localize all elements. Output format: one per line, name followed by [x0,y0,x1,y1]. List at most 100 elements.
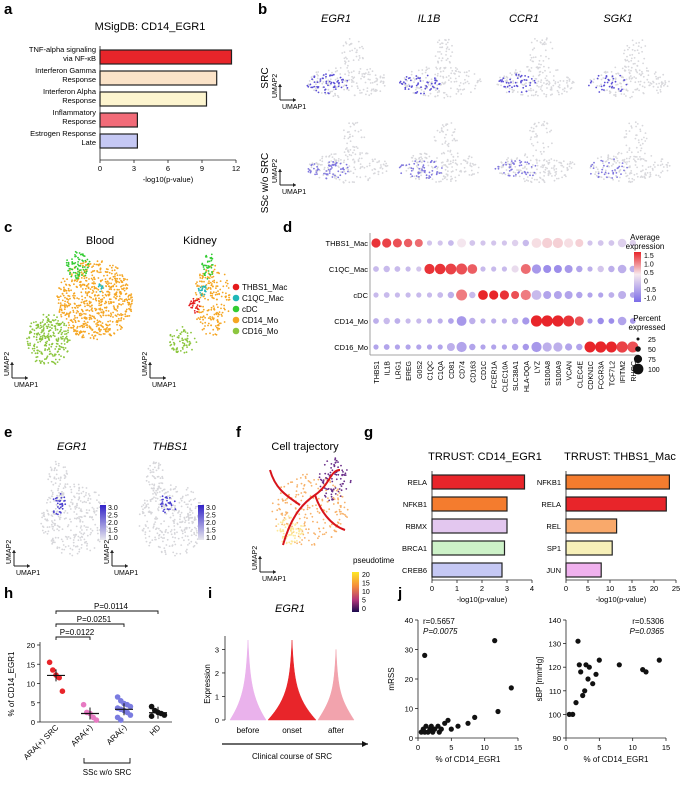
panel-c-blood-cd14mo [115,272,118,274]
panel-c-blood-cd16mo [60,336,62,339]
panel-b-cell-grey [597,170,600,173]
panel-c-blood-cd14mo [113,296,115,298]
panel-c-blood-cd14mo [73,297,76,300]
panel-d-dot [597,265,604,273]
panel-d-dot [491,318,497,324]
panel-c-blood-cd14mo [116,295,118,298]
panel-c-blood-cd14mo [64,300,66,303]
panel-c-blood-cd14mo [88,316,91,319]
panel-f-cell-late [344,472,347,475]
panel-a-category-label: Interferon Gamma [35,66,97,75]
panel-e-cell-grey [148,544,151,547]
panel-b-cell-grey [622,166,625,168]
panel-c-kidney-cd16mo [181,326,184,328]
panel-b-cell-grey [628,157,631,160]
panel-b-cell-grey [413,81,415,84]
panel-e-cell-grey [56,547,59,550]
panel-b-cell-grey [366,165,368,168]
panel-e-cell-grey [71,548,74,551]
panel-e-cell-grey [194,507,197,510]
panel-b-cell-expr [329,75,331,77]
panel-e-cell-grey [194,516,196,519]
panel-c-blood-c1qc [100,285,102,287]
panel-b-cell-grey [344,73,346,76]
panel-b-cell-grey [652,85,655,88]
panel-f-cell-early [303,522,306,525]
panel-b-cell-grey [447,79,450,82]
panel-c-blood-cd14mo [72,326,75,329]
panel-b-cell-grey [321,160,324,163]
panel-c-blood-cd14mo [104,300,107,303]
panel-b-cell-grey [609,91,612,94]
panel-b-cell-grey [649,171,652,174]
panel-c-blood-cd14mo [62,294,65,297]
panel-d-gene-label: CLEC10A [502,361,509,392]
panel-b-cell-grey [349,133,351,136]
panel-c-blood-cd16mo [27,344,30,347]
panel-h-point-2 [118,717,124,723]
panel-e-cell-grey [153,475,155,478]
panel-c-blood-cd14mo [66,278,68,281]
panel-c-blood-cd16mo [47,323,50,326]
panel-c-kidney-thbs1 [196,310,199,313]
panel-e-cell-grey [195,530,198,532]
panel-f-cell-early [338,510,341,513]
panel-b-cell-grey [464,170,467,173]
panel-e-cell-grey [60,499,63,502]
panel-c-blood-cd16mo [54,348,57,350]
panel-b-cell-grey [551,47,554,50]
panel-b-cell-grey [446,129,449,131]
panel-b-cell-expr [597,172,600,175]
panel-b-cell-grey [344,56,347,59]
panel-c-blood-cd16mo [54,363,57,365]
panel-b-cell-expr [418,175,420,178]
panel-b-cell-grey [501,172,504,175]
panel-a-bar-0 [99,49,233,65]
panel-e-cell-grey [43,532,45,534]
panel-c-blood-cd14mo [123,279,125,282]
panel-e-cell-grey [154,517,156,520]
panel-h-group-label: ARA(+) SRC [22,723,61,762]
panel-b-cell-grey [566,84,569,87]
panel-b-cell-grey [333,161,336,164]
panel-g-x-tick-label: 2 [480,584,484,593]
panel-e-cell-grey [79,527,82,529]
panel-e-cell-grey [176,531,178,534]
panel-e-cell-grey [93,491,96,494]
panel-c-blood-cd14mo [61,304,64,307]
panel-c-kidney-c1qc [201,287,204,290]
panel-b-cell-grey [620,93,623,95]
panel-b-cell-expr [419,80,422,82]
panel-c-blood-cd16mo [46,340,48,343]
panel-b-cell-grey [530,94,533,97]
panel-e-cell-grey [91,506,94,509]
panel-c-blood-cd14mo [103,328,105,331]
panel-b-cell-grey [443,66,446,69]
panel-b-cell-expr [313,163,316,165]
panel-b-cell-grey [563,174,566,177]
panel-e-cell-grey [87,499,89,502]
panel-b-cell-expr [601,88,603,91]
panel-c-blood-cd14mo [88,332,90,335]
panel-b-cell-expr [502,164,505,166]
panel-b-cell-grey [545,43,547,45]
panel-c-blood-cd14mo [112,311,114,314]
panel-e-cell-grey [74,535,76,537]
panel-e-cell-grey [165,528,168,531]
panel-b-cell-grey [543,41,546,44]
panel-g-bar-1-4 [565,562,602,578]
panel-e-1-axis-y-label: UMAP2 [104,540,111,564]
panel-b-cell-grey [555,168,558,170]
panel-b-cell-grey [436,94,439,97]
panel-e-cell-grey [54,522,57,525]
panel-c-blood-cd14mo [83,300,86,303]
panel-c-blood-cd16mo [51,327,53,330]
panel-b-cell-grey [473,73,476,75]
panel-e-cell-grey [85,492,87,494]
panel-b-cell-expr [621,162,624,165]
panel-f-cell-late [345,488,348,490]
panel-e-cell-grey [64,474,66,477]
panel-g-bar-0-2 [431,518,508,534]
panel-j-x-tick-label: 10 [480,743,488,752]
panel-d-dot [448,240,454,246]
